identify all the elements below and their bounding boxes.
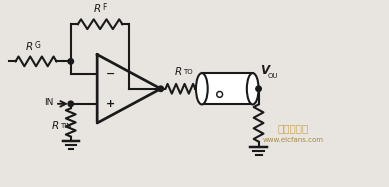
Text: F: F bbox=[102, 4, 107, 13]
Text: www.elcfans.com: www.elcfans.com bbox=[262, 137, 323, 143]
Ellipse shape bbox=[247, 73, 259, 104]
Text: TIN: TIN bbox=[60, 123, 72, 129]
Text: R: R bbox=[93, 4, 101, 14]
Text: V: V bbox=[261, 64, 270, 77]
Text: OU: OU bbox=[267, 73, 278, 79]
Text: R: R bbox=[175, 67, 182, 77]
Ellipse shape bbox=[196, 73, 208, 104]
Text: G: G bbox=[35, 41, 40, 50]
Text: IN: IN bbox=[44, 98, 53, 107]
Text: +: + bbox=[106, 99, 115, 109]
Text: 电子发烧友: 电子发烧友 bbox=[277, 123, 308, 133]
Text: TO: TO bbox=[183, 69, 193, 75]
Circle shape bbox=[158, 86, 163, 91]
Text: R: R bbox=[26, 42, 33, 52]
Bar bbox=[202, 73, 253, 104]
Text: −: − bbox=[106, 69, 116, 79]
Circle shape bbox=[68, 101, 74, 107]
Circle shape bbox=[256, 86, 261, 91]
Text: R: R bbox=[51, 121, 59, 131]
Circle shape bbox=[68, 59, 74, 64]
